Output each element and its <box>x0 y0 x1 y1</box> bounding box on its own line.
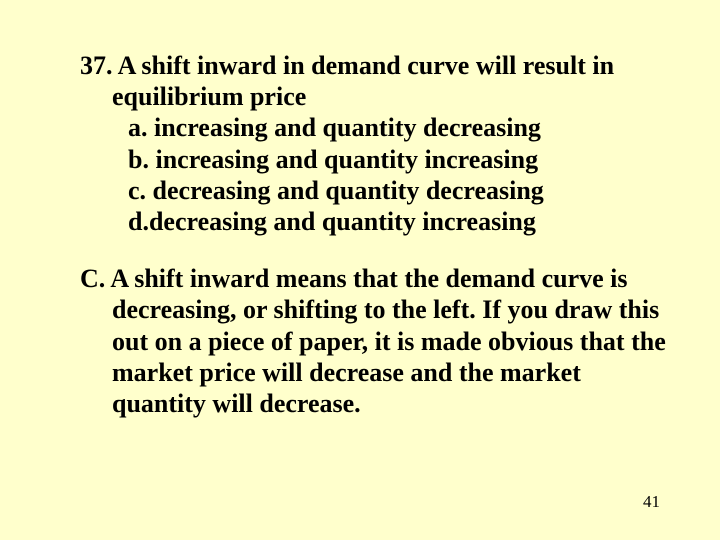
option-text: increasing and quantity increasing <box>155 145 538 174</box>
option-d: d.decreasing and quantity increasing <box>50 206 670 237</box>
option-a: a. increasing and quantity decreasing <box>50 112 670 143</box>
option-letter: a. <box>128 113 148 142</box>
option-letter: c. <box>128 176 146 205</box>
option-b: b. increasing and quantity increasing <box>50 144 670 175</box>
option-text: decreasing and quantity increasing <box>149 207 536 236</box>
option-text: decreasing and quantity decreasing <box>153 176 544 205</box>
option-letter: d. <box>128 207 149 236</box>
option-letter: b. <box>128 145 149 174</box>
question-text: A shift inward in demand curve will resu… <box>112 51 614 111</box>
answer-block: C. A shift inward means that the demand … <box>50 263 670 419</box>
option-text: increasing and quantity decreasing <box>154 113 541 142</box>
question-stem: 37. A shift inward in demand curve will … <box>50 50 670 112</box>
answer-text: A shift inward means that the demand cur… <box>110 264 665 418</box>
question-block: 37. A shift inward in demand curve will … <box>50 50 670 237</box>
question-number: 37. <box>80 51 113 80</box>
slide-container: 37. A shift inward in demand curve will … <box>0 0 720 540</box>
option-c: c. decreasing and quantity decreasing <box>50 175 670 206</box>
page-number: 41 <box>643 492 660 512</box>
answer-letter: C. <box>80 264 105 293</box>
